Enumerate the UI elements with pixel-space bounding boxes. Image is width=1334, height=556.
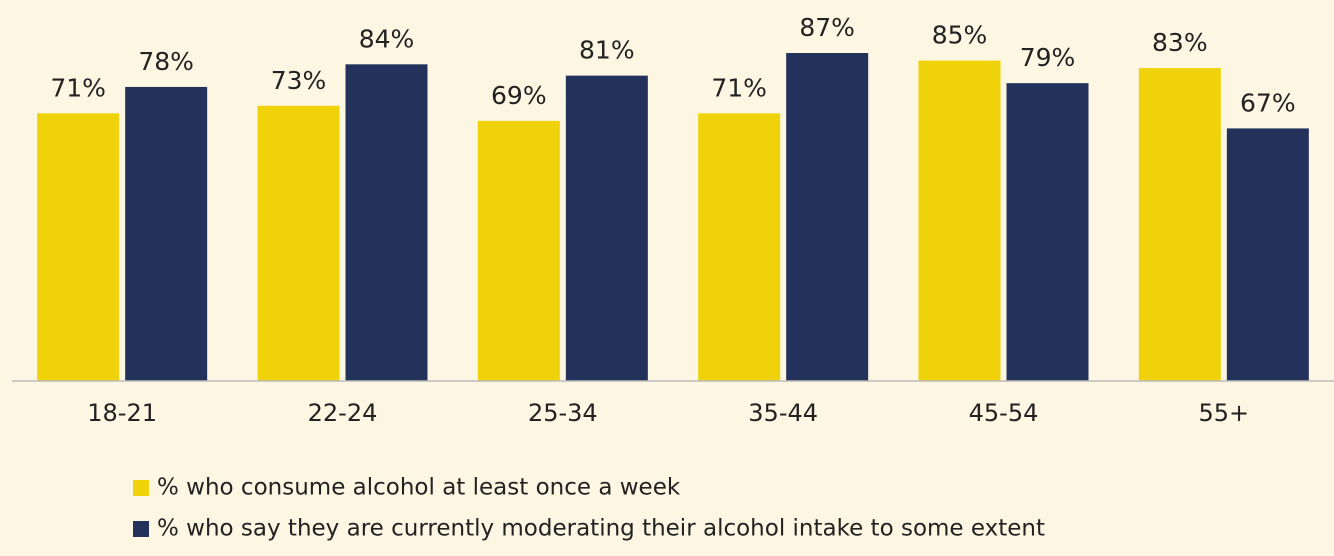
bar: [1226, 128, 1309, 381]
x-tick-label: 22-24: [308, 399, 378, 427]
data-label: 67%: [1240, 88, 1296, 117]
data-label: 84%: [359, 24, 415, 53]
x-tick-label: 25-34: [528, 399, 598, 427]
legend-swatch: [133, 480, 149, 496]
bar: [1006, 83, 1089, 382]
bar: [698, 113, 781, 381]
x-tick-label: 45-54: [969, 399, 1039, 427]
legend-swatch: [133, 521, 149, 537]
bar: [786, 53, 869, 381]
x-tick-label: 18-21: [87, 399, 157, 427]
bar: [565, 75, 648, 381]
x-tick-label: 35-44: [748, 399, 818, 427]
bar: [345, 64, 428, 381]
data-label: 81%: [579, 36, 635, 65]
bar: [918, 60, 1001, 382]
legend-label: % who say they are currently moderating …: [157, 516, 1045, 542]
legend-label: % who consume alcohol at least once a we…: [157, 475, 681, 501]
data-label: 79%: [1020, 43, 1076, 72]
data-label: 69%: [491, 81, 547, 110]
data-label: 78%: [138, 47, 194, 76]
bar: [257, 105, 340, 381]
data-label: 85%: [932, 21, 988, 50]
bar: [1138, 68, 1221, 381]
data-label: 83%: [1152, 28, 1208, 57]
bar: [37, 113, 120, 381]
data-label: 71%: [50, 73, 106, 102]
bar: [125, 86, 208, 381]
x-tick-label: 55+: [1199, 399, 1250, 427]
bar: [477, 120, 560, 382]
data-label: 71%: [711, 73, 767, 102]
data-label: 87%: [799, 13, 855, 42]
data-label: 73%: [271, 66, 327, 95]
